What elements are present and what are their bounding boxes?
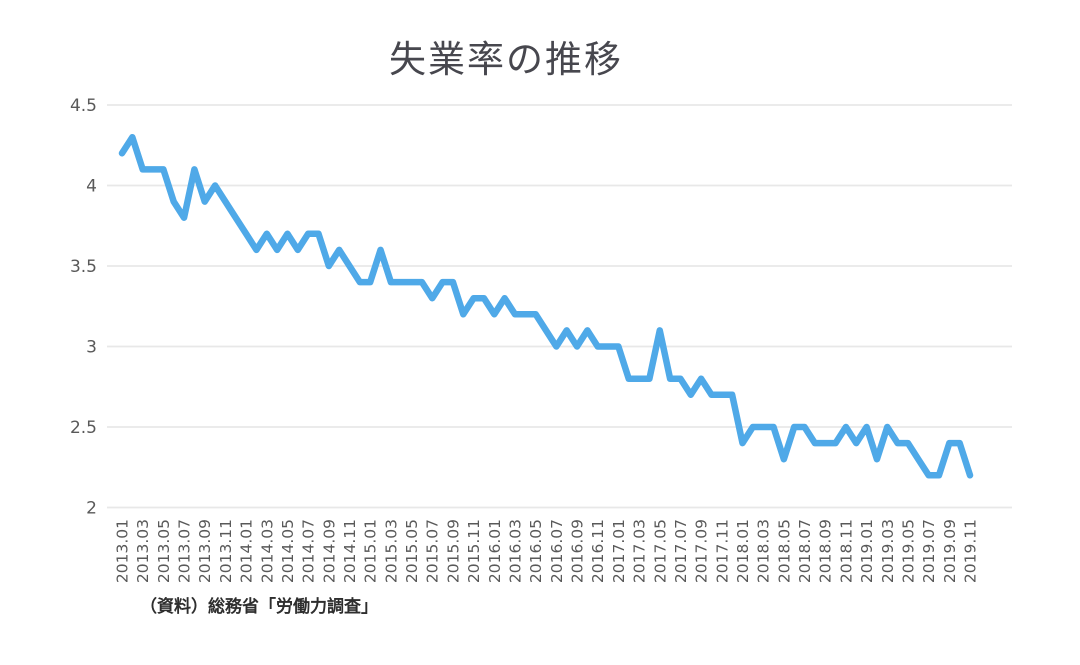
x-tick-label: 2015.03 bbox=[382, 519, 400, 583]
y-tick-label: 3.5 bbox=[70, 257, 97, 277]
x-tick-label: 2017.07 bbox=[672, 519, 690, 583]
x-tick-label: 2013.05 bbox=[155, 519, 173, 583]
y-tick-label: 4 bbox=[86, 177, 97, 197]
y-axis-labels: 4.5 4 3.5 3 2.5 2 bbox=[70, 96, 97, 519]
x-tick-label: 2015.05 bbox=[403, 519, 421, 583]
x-tick-label: 2018.01 bbox=[734, 519, 752, 583]
x-tick-label: 2018.09 bbox=[817, 519, 835, 583]
y-tick-label: 3 bbox=[86, 338, 97, 358]
x-tick-label: 2017.11 bbox=[713, 519, 731, 583]
x-tick-label: 2019.05 bbox=[899, 519, 917, 583]
gridlines bbox=[107, 104, 1012, 509]
x-tick-label: 2019.11 bbox=[962, 519, 980, 583]
x-tick-label: 2015.09 bbox=[444, 519, 462, 583]
x-tick-label: 2013.07 bbox=[176, 519, 194, 583]
x-tick-label: 2013.09 bbox=[196, 519, 214, 583]
x-tick-label: 2017.05 bbox=[651, 519, 669, 583]
x-tick-label: 2013.03 bbox=[134, 519, 152, 583]
x-tick-label: 2019.03 bbox=[879, 519, 897, 583]
x-tick-label: 2018.11 bbox=[837, 519, 855, 583]
unemployment-rate-line bbox=[118, 133, 974, 479]
x-tick-label: 2016.07 bbox=[548, 519, 566, 583]
x-tick-label: 2017.03 bbox=[631, 519, 649, 583]
x-tick-label: 2019.01 bbox=[858, 519, 876, 583]
x-tick-label: 2018.03 bbox=[755, 519, 773, 583]
x-tick-label: 2016.11 bbox=[589, 519, 607, 583]
chart-title: 失業率の推移 bbox=[389, 38, 623, 81]
x-tick-label: 2014.11 bbox=[341, 519, 359, 583]
x-tick-label: 2018.07 bbox=[796, 519, 814, 583]
x-tick-label: 2014.01 bbox=[238, 519, 256, 583]
x-tick-label: 2016.05 bbox=[527, 519, 545, 583]
x-tick-label: 2018.05 bbox=[775, 519, 793, 583]
x-tick-label: 2015.07 bbox=[424, 519, 442, 583]
x-tick-label: 2017.09 bbox=[693, 519, 711, 583]
x-axis-labels: 2013.01 2013.03 2013.05 2013.07 2013.09 2013.… bbox=[114, 519, 980, 583]
x-tick-label: 2019.07 bbox=[920, 519, 938, 583]
x-tick-label: 2019.09 bbox=[941, 519, 959, 583]
x-tick-label: 2015.01 bbox=[362, 519, 380, 583]
y-tick-label: 4.5 bbox=[70, 96, 97, 116]
x-tick-label: 2014.03 bbox=[258, 519, 276, 583]
x-tick-label: 2014.07 bbox=[300, 519, 318, 583]
x-tick-label: 2015.11 bbox=[465, 519, 483, 583]
x-tick-label: 2016.09 bbox=[569, 519, 587, 583]
x-tick-label: 2016.01 bbox=[486, 519, 504, 583]
y-tick-label: 2 bbox=[86, 499, 97, 519]
x-tick-label: 2014.09 bbox=[320, 519, 338, 583]
x-tick-label: 2013.11 bbox=[217, 519, 235, 583]
x-tick-label: 2016.03 bbox=[506, 519, 524, 583]
y-tick-label: 2.5 bbox=[70, 418, 97, 438]
x-tick-label: 2017.01 bbox=[610, 519, 628, 583]
source-note: （資料）総務省「労働力調査」 bbox=[140, 596, 378, 617]
x-tick-label: 2014.05 bbox=[279, 519, 297, 583]
x-tick-label: 2013.01 bbox=[114, 519, 132, 583]
